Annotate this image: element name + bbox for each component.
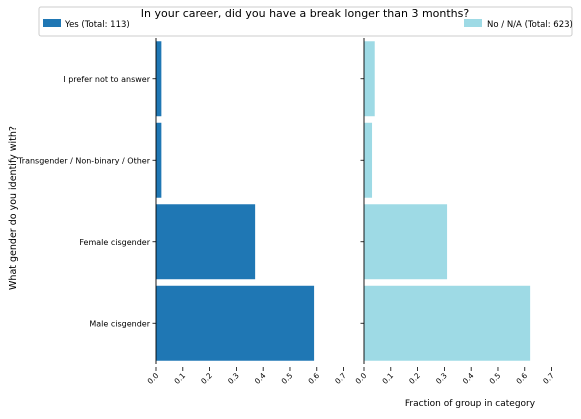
- x-tick-label-1-0: 0.0: [354, 371, 369, 386]
- x-tick-label-1-1: 0.1: [380, 371, 395, 386]
- x-tick-label-0-2: 0.2: [199, 371, 214, 386]
- bar-no-1: [364, 204, 448, 280]
- chart-title: In your career, did you have a break lon…: [141, 7, 470, 20]
- bar-yes-1: [156, 204, 256, 280]
- x-tick-label-0-4: 0.4: [253, 371, 268, 386]
- x-tick-label-0-0: 0.0: [146, 371, 161, 386]
- legend-swatch-yes: [43, 19, 61, 27]
- x-tick-label-1-7: 0.7: [541, 371, 556, 386]
- legend-label-no: No / N/A (Total: 623): [487, 20, 573, 30]
- bar-no-2: [364, 122, 373, 198]
- legend-box: [38, 6, 573, 37]
- x-tick-label-0-6: 0.6: [306, 371, 321, 386]
- x-tick-label-1-6: 0.6: [514, 371, 529, 386]
- x-tick-label-0-3: 0.3: [226, 371, 241, 386]
- x-tick-label-1-4: 0.4: [461, 371, 476, 386]
- y-tick-label-2: Transgender / Non-binary / Other: [17, 156, 151, 165]
- x-tick-label-0-1: 0.1: [172, 371, 187, 386]
- bar-yes-3: [156, 41, 162, 117]
- bar-no-3: [364, 41, 375, 117]
- x-axis-label: Fraction of group in category: [405, 399, 536, 409]
- plot-area: 0.0 0.1 0.2 0.3 0.4 0.5 0.6 0.7 0.0 0.1 0.2 0.3 0.4 0…: [17, 38, 556, 386]
- x-tick-label-1-3: 0.3: [434, 371, 449, 386]
- x-tick-label-1-5: 0.5: [488, 371, 503, 386]
- y-tick-label-3: I prefer not to answer: [63, 75, 150, 84]
- y-axis-label: What gender do you identify with?: [8, 126, 19, 290]
- bar-yes-2: [156, 122, 162, 198]
- bar-no-0: [364, 285, 531, 361]
- x-tick-label-0-5: 0.5: [280, 371, 295, 386]
- legend-label-yes: Yes (Total: 113): [64, 20, 130, 30]
- bar-yes-0: [156, 285, 315, 361]
- x-tick-label-0-7: 0.7: [333, 371, 348, 386]
- y-tick-label-1: Female cisgender: [79, 238, 150, 247]
- legend-swatch-no: [464, 19, 482, 27]
- x-tick-label-1-2: 0.2: [407, 371, 422, 386]
- y-tick-label-0: Male cisgender: [89, 319, 150, 328]
